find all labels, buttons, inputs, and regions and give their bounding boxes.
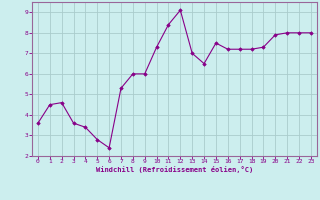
X-axis label: Windchill (Refroidissement éolien,°C): Windchill (Refroidissement éolien,°C) bbox=[96, 166, 253, 173]
